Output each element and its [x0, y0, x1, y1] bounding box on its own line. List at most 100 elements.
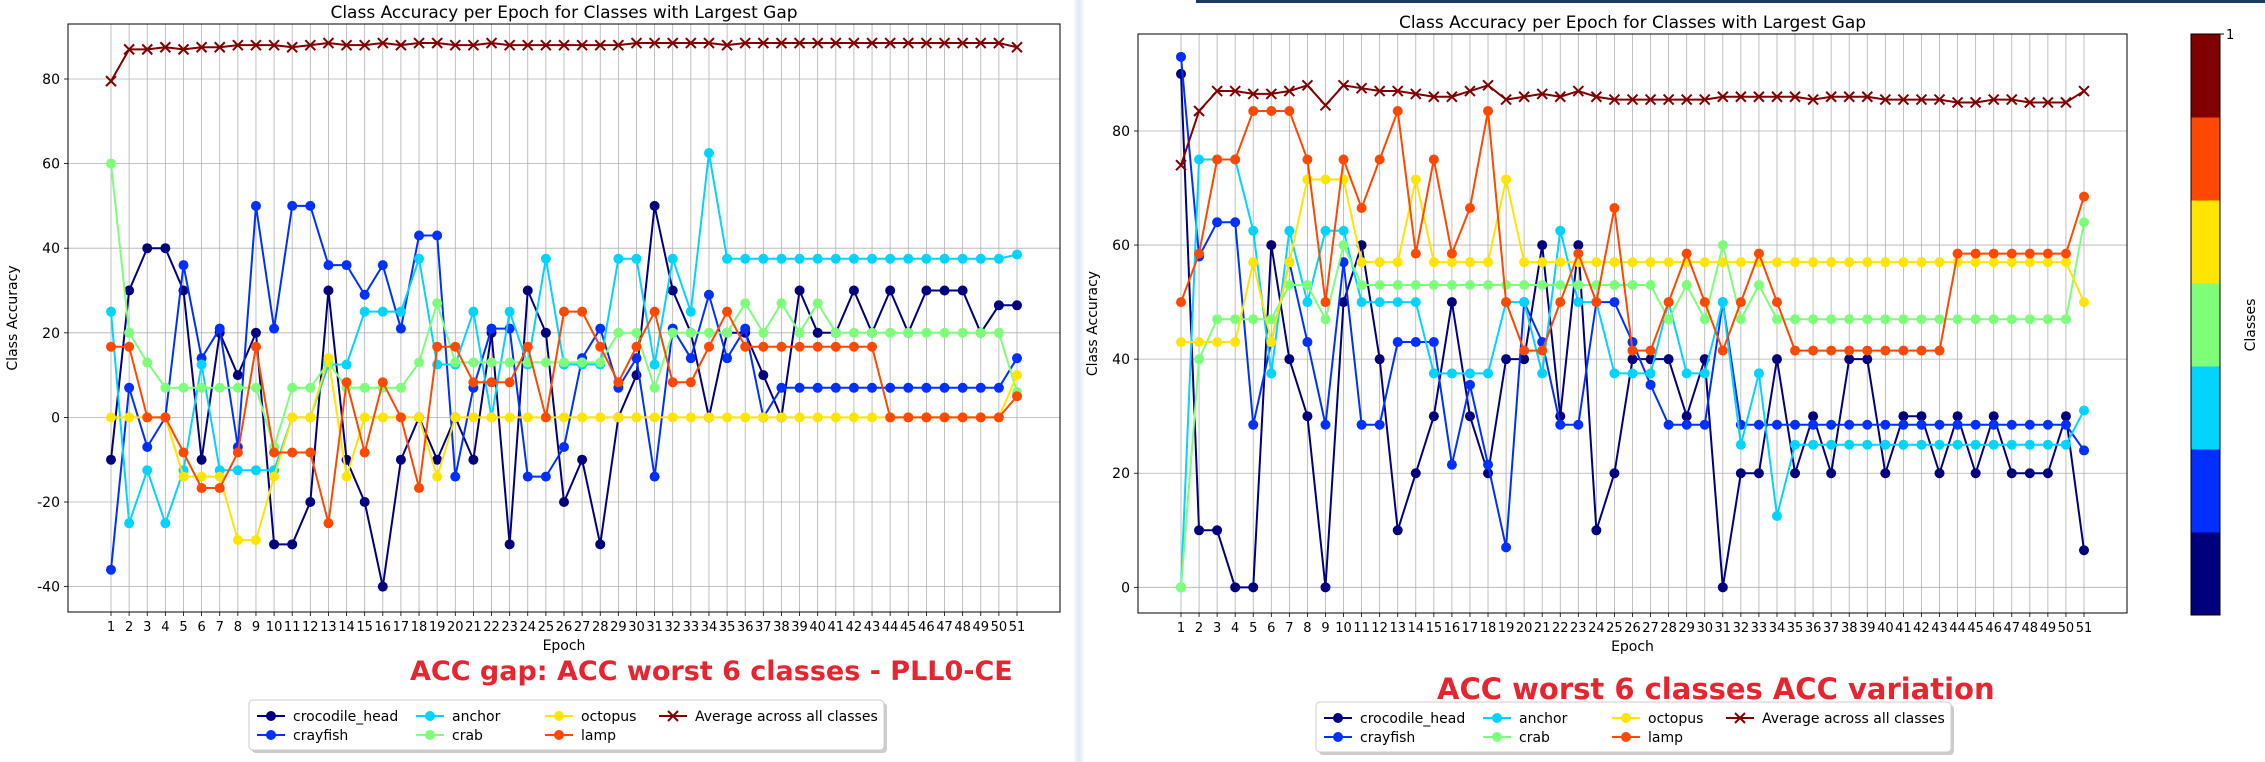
data-point — [685, 412, 696, 423]
legend-label: crab — [1519, 730, 1550, 746]
x-tick-label: 14 — [1408, 621, 1425, 636]
data-point — [250, 39, 262, 51]
data-point — [2079, 297, 2089, 308]
data-point — [1880, 419, 1891, 430]
data-point — [1608, 93, 1621, 106]
colorbar-segment — [2191, 449, 2220, 533]
data-point — [1194, 525, 1205, 536]
data-point — [595, 323, 606, 334]
data-point — [1663, 257, 1674, 268]
x-tick-label: 5 — [1249, 621, 1257, 636]
data-point — [286, 41, 298, 53]
legend-entry: octopus — [545, 709, 636, 725]
data-point — [414, 230, 425, 241]
series-crab — [106, 158, 1022, 453]
data-point — [1609, 202, 1620, 213]
data-point — [1410, 279, 1421, 290]
data-point — [1862, 345, 1873, 356]
data-point — [866, 37, 878, 49]
data-point — [450, 412, 461, 423]
data-point — [612, 39, 625, 51]
data-point — [468, 454, 479, 465]
data-point — [269, 471, 280, 482]
series-lamp — [106, 306, 1022, 529]
data-point — [740, 341, 751, 352]
data-point — [486, 377, 497, 388]
data-point — [2042, 248, 2053, 259]
x-tick-label: 14 — [338, 620, 355, 635]
data-point — [305, 382, 316, 393]
data-point — [703, 327, 714, 338]
x-tick-label: 1 — [1177, 621, 1185, 636]
data-point — [830, 253, 841, 264]
data-point — [1283, 85, 1296, 97]
data-point — [2024, 419, 2035, 430]
data-point — [340, 39, 353, 51]
x-tick-label: 34 — [701, 620, 718, 635]
legend-entry: crocodile_head — [1324, 711, 1465, 727]
data-point — [758, 370, 769, 381]
y-tick-label: 20 — [42, 326, 60, 342]
colorbar-segment — [2191, 366, 2220, 450]
data-point — [250, 327, 261, 338]
data-point — [667, 412, 678, 423]
data-point — [1681, 279, 1692, 290]
data-point — [1519, 354, 1530, 365]
data-point — [124, 382, 135, 393]
data-point — [414, 412, 425, 423]
x-tick-label: 23 — [1570, 621, 1587, 636]
data-point — [1735, 257, 1746, 268]
data-point — [903, 412, 914, 423]
data-point — [921, 382, 932, 393]
data-point — [1266, 368, 1277, 379]
data-point — [1717, 257, 1728, 268]
data-point — [848, 341, 859, 352]
data-point — [1952, 314, 1963, 325]
data-point — [1645, 345, 1656, 356]
x-tick-label: 46 — [918, 620, 935, 635]
data-point — [830, 412, 841, 423]
data-point — [359, 447, 370, 458]
data-point — [1735, 314, 1746, 325]
data-point — [106, 454, 116, 465]
data-point — [1988, 411, 1999, 422]
x-tick-label: 19 — [1498, 621, 1515, 636]
legend-marker — [554, 730, 564, 740]
data-point — [142, 357, 153, 368]
data-point — [432, 454, 443, 465]
data-point — [1500, 93, 1512, 106]
x-tick-label: 22 — [1552, 621, 1569, 636]
data-point — [1248, 225, 1259, 236]
data-point — [957, 412, 968, 423]
data-point — [1880, 314, 1891, 325]
data-point — [1898, 314, 1909, 325]
data-point — [1699, 93, 1711, 106]
data-point — [341, 260, 352, 271]
data-point — [1211, 85, 1223, 97]
data-point — [1212, 337, 1223, 348]
data-point — [2042, 314, 2053, 325]
data-point — [1880, 257, 1891, 268]
data-point — [884, 37, 896, 49]
data-point — [595, 412, 606, 423]
data-point — [595, 341, 606, 352]
data-point — [577, 412, 588, 423]
data-point — [1790, 468, 1801, 479]
data-point — [1591, 257, 1602, 268]
x-tick-label: 36 — [737, 620, 754, 635]
data-point — [377, 412, 388, 423]
data-point — [920, 37, 933, 49]
data-point — [106, 412, 116, 423]
data-point — [1898, 257, 1909, 268]
data-point — [1536, 88, 1548, 100]
x-tick-label: 17 — [1462, 621, 1479, 636]
data-point — [975, 412, 986, 423]
data-point — [1717, 345, 1728, 356]
data-point — [939, 327, 950, 338]
data-point — [106, 306, 116, 317]
data-point — [1609, 297, 1620, 308]
data-point — [1247, 88, 1259, 100]
data-point — [395, 306, 406, 317]
data-point — [540, 253, 551, 264]
x-tick-label: 10 — [1335, 621, 1352, 636]
